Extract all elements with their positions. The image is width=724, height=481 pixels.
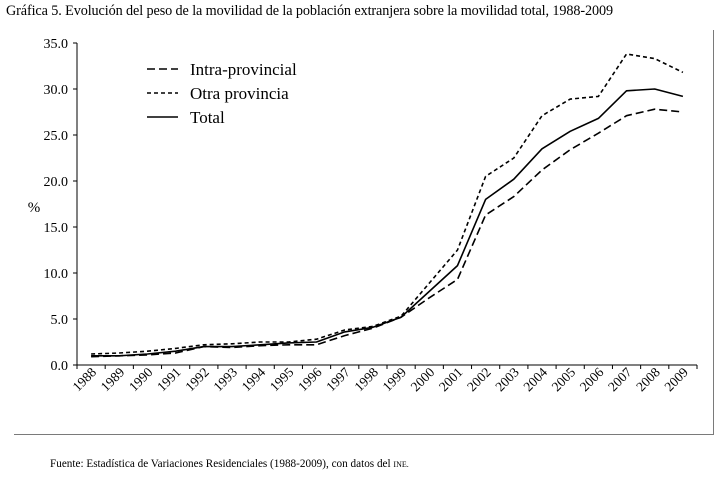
y-tick-label: 5.0 — [51, 313, 69, 328]
y-tick-label: 20.0 — [44, 175, 69, 190]
y-tick-label: 15.0 — [44, 221, 69, 236]
legend-label: Otra provincia — [190, 84, 289, 103]
x-tick-label: 1997 — [323, 364, 353, 394]
y-tick-label: 30.0 — [44, 83, 69, 98]
y-tick-label: 0.0 — [51, 359, 69, 374]
x-tick-label: 1995 — [267, 364, 297, 394]
x-tick-label: 2004 — [520, 364, 550, 394]
source-note: Fuente: Estadística de Variaciones Resid… — [50, 458, 409, 470]
x-tick-label: 2006 — [577, 364, 607, 394]
chart-title: Gráfica 5. Evolución del peso de la movi… — [6, 3, 613, 19]
x-tick-label: 2005 — [549, 364, 579, 394]
series-line-otra-provincia — [91, 53, 684, 355]
x-tick-label: 1988 — [70, 364, 100, 394]
source-text: Fuente: Estadística de Variaciones Resid… — [50, 458, 391, 470]
chart-frame — [14, 30, 714, 435]
x-tick-label: 2008 — [633, 364, 663, 394]
tick-labels-group: 0.05.010.015.020.025.030.035.01988198919… — [28, 37, 691, 394]
x-tick-label: 1993 — [210, 364, 240, 394]
x-tick-label: 2003 — [492, 364, 522, 394]
x-tick-label: 2007 — [605, 364, 635, 394]
y-tick-label: 10.0 — [44, 267, 69, 282]
x-tick-label: 1989 — [98, 364, 128, 394]
line-chart: 0.05.010.015.020.025.030.035.01988198919… — [28, 37, 698, 394]
legend-label: Total — [190, 108, 225, 127]
x-tick-label: 2001 — [436, 365, 466, 395]
legend-label: Intra-provincial — [190, 60, 297, 79]
legend-group: Intra-provincial Otra provincia Total — [147, 60, 297, 127]
x-tick-label: 1991 — [154, 365, 184, 395]
series-lines-group — [91, 53, 684, 358]
x-tick-label: 1992 — [182, 365, 212, 395]
y-axis-label: % — [28, 200, 41, 216]
x-tick-label: 1999 — [380, 364, 410, 394]
x-tick-label: 1998 — [351, 364, 381, 394]
x-tick-label: 2000 — [408, 364, 438, 394]
x-tick-label: 2002 — [464, 365, 494, 395]
y-tick-label: 25.0 — [44, 129, 69, 144]
x-tick-label: 1994 — [239, 364, 269, 394]
series-line-intra-provincial — [91, 108, 683, 358]
y-tick-label: 35.0 — [44, 37, 69, 52]
x-tick-label: 1990 — [126, 364, 156, 394]
x-tick-label: 2009 — [661, 364, 691, 394]
axes-group — [73, 42, 698, 369]
source-abbr: INE. — [393, 460, 409, 469]
x-tick-label: 1996 — [295, 364, 325, 394]
series-line-total — [91, 88, 684, 357]
